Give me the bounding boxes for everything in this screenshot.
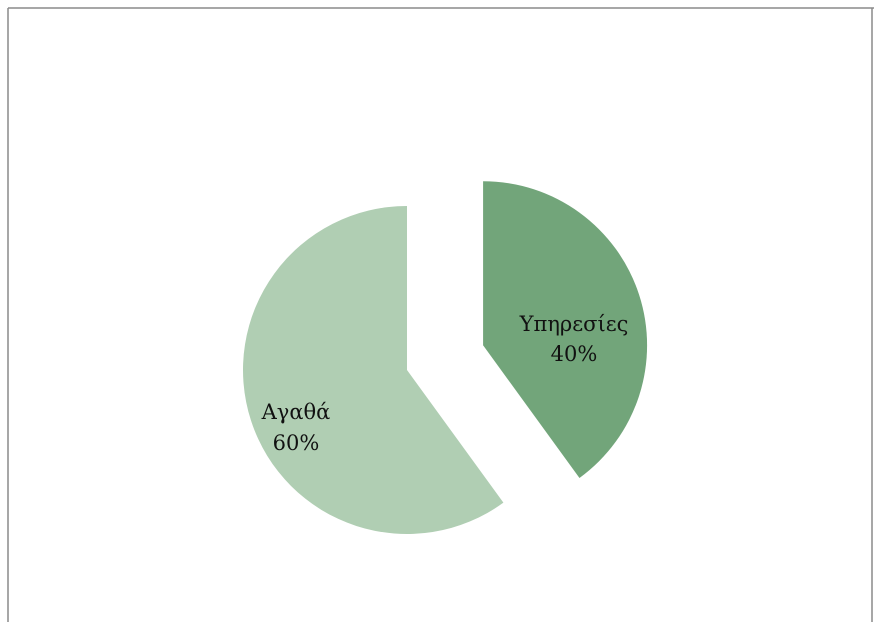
pie-slice-1 [242, 206, 504, 534]
pie-slice-0 [483, 181, 648, 478]
slice-label-name: Υπηρεσίες [519, 312, 629, 336]
slice-label-value: 60% [273, 431, 320, 455]
pie-labels: Υπηρεσίες 40% Αγαθά 60% [261, 312, 629, 455]
pie-slices [242, 181, 648, 534]
slice-label-name: Αγαθά [261, 400, 331, 424]
slice-label-value: 40% [551, 342, 598, 366]
